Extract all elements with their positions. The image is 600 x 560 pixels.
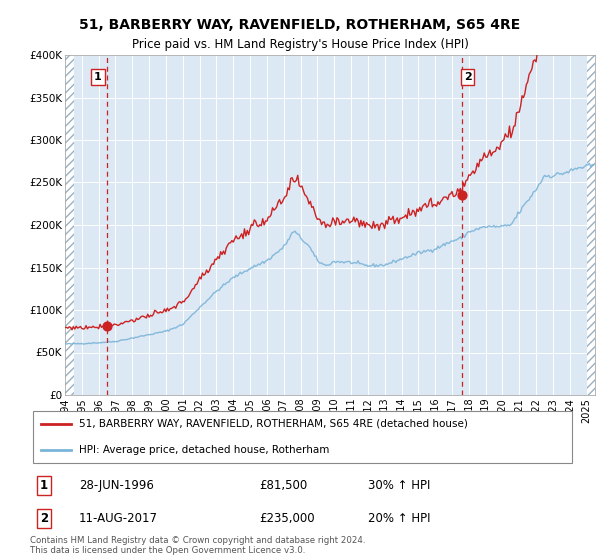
Text: 20% ↑ HPI: 20% ↑ HPI [368,512,430,525]
Text: 51, BARBERRY WAY, RAVENFIELD, ROTHERHAM, S65 4RE (detached house): 51, BARBERRY WAY, RAVENFIELD, ROTHERHAM,… [79,419,468,428]
Text: £235,000: £235,000 [259,512,314,525]
Text: Contains HM Land Registry data © Crown copyright and database right 2024.
This d: Contains HM Land Registry data © Crown c… [30,536,365,556]
Text: 51, BARBERRY WAY, RAVENFIELD, ROTHERHAM, S65 4RE: 51, BARBERRY WAY, RAVENFIELD, ROTHERHAM,… [79,18,521,32]
Text: 1: 1 [40,479,48,492]
Bar [65,55,74,395]
FancyBboxPatch shape [33,411,572,463]
Text: 1: 1 [94,72,102,82]
Text: Price paid vs. HM Land Registry's House Price Index (HPI): Price paid vs. HM Land Registry's House … [131,38,469,51]
Text: HPI: Average price, detached house, Rotherham: HPI: Average price, detached house, Roth… [79,445,329,455]
Text: 11-AUG-2017: 11-AUG-2017 [79,512,158,525]
Point [457,191,467,200]
Text: 28-JUN-1996: 28-JUN-1996 [79,479,154,492]
Text: 30% ↑ HPI: 30% ↑ HPI [368,479,430,492]
Point [102,321,112,330]
Text: £81,500: £81,500 [259,479,307,492]
Text: 2: 2 [464,72,472,82]
Text: 2: 2 [40,512,48,525]
Bar [587,55,595,395]
